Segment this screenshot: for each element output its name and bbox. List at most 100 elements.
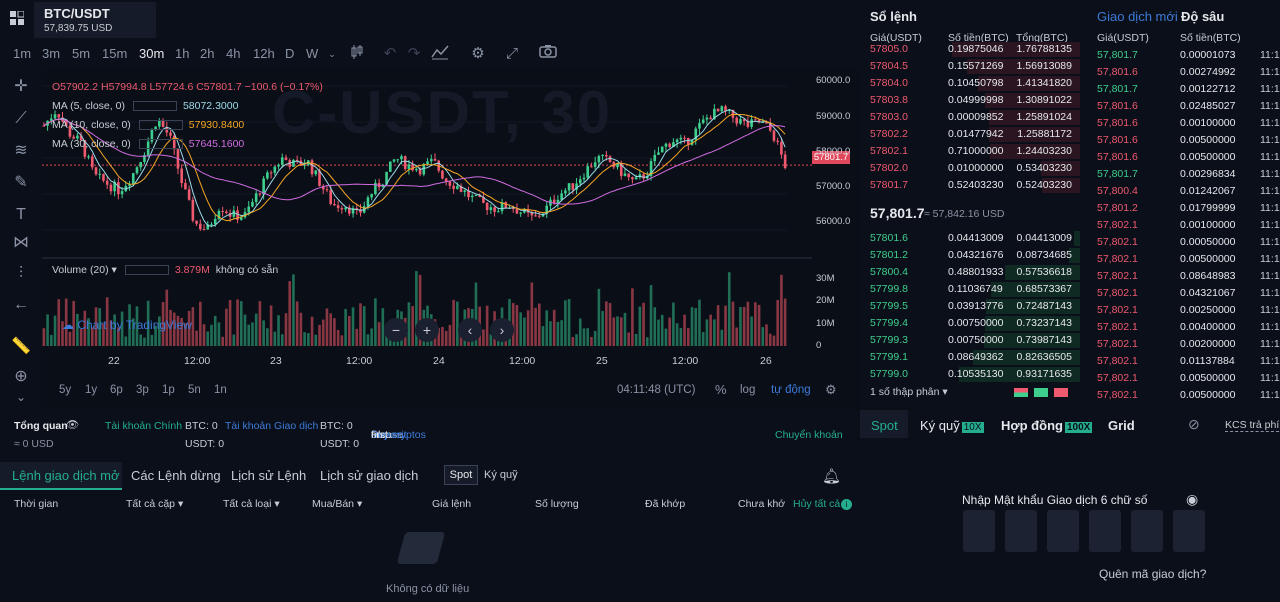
- undo-icon[interactable]: ↶: [383, 45, 397, 62]
- pin-digit-3[interactable]: [1047, 510, 1079, 552]
- measure-icon[interactable]: ⫶: [18, 265, 23, 282]
- tradingview-brand[interactable]: ☁ Chart by TradingView: [62, 318, 192, 332]
- info-icon[interactable]: i: [841, 499, 852, 510]
- pin-digit-4[interactable]: [1089, 510, 1121, 552]
- tab-stop-orders[interactable]: Các Lệnh dừng: [131, 468, 221, 483]
- redo-icon[interactable]: ↷: [407, 45, 421, 62]
- range-5y[interactable]: 5y: [59, 384, 72, 396]
- grid-menu-icon[interactable]: [10, 10, 25, 25]
- timeframe-15m[interactable]: 15m: [102, 46, 128, 61]
- view-both-icon[interactable]: [1014, 388, 1028, 397]
- bid-row[interactable]: 57800.4 0.48801933 0.57536618: [860, 264, 1080, 281]
- range-6p[interactable]: 6p: [110, 384, 123, 396]
- pin-digit-2[interactable]: [1005, 510, 1037, 552]
- tab-grid[interactable]: Grid: [1108, 418, 1135, 433]
- price-chart[interactable]: C-USDT, 30 57801.7 O57902.2 H57994.8 L57…: [42, 68, 858, 408]
- pattern-icon[interactable]: ⋈: [13, 234, 29, 251]
- legend-actions[interactable]: [138, 120, 183, 131]
- tab-recent-trades[interactable]: Giao dịch mới: [1097, 9, 1178, 24]
- timeframe-w[interactable]: W: [306, 46, 319, 61]
- tab-order-history[interactable]: Lịch sử Lệnh: [231, 468, 307, 483]
- main-account-link[interactable]: Tài khoản Chính: [105, 420, 183, 432]
- zoom-icon[interactable]: ⊕: [14, 368, 28, 385]
- percent-toggle[interactable]: %: [715, 382, 727, 397]
- trendline-icon[interactable]: ⟋: [15, 110, 27, 127]
- pin-digit-6[interactable]: [1173, 510, 1205, 552]
- precision-select[interactable]: 1 số thập phân ▾: [870, 386, 948, 398]
- col-type-filter[interactable]: Tất cả loại ▾: [223, 498, 280, 510]
- pair-selector[interactable]: BTC/USDT 57,839.75 USD: [34, 2, 156, 38]
- ask-row[interactable]: 57803.0 0.00009852 1.25891024: [860, 109, 1080, 126]
- timeframe-4h[interactable]: 4h: [226, 46, 241, 61]
- timeframe-12h[interactable]: 12h: [253, 46, 275, 61]
- fib-icon[interactable]: ≋: [14, 142, 28, 159]
- zoom-out-button[interactable]: −: [384, 318, 408, 342]
- eye-slash-icon[interactable]: ◉: [1186, 491, 1199, 507]
- eye-icon[interactable]: 👁: [66, 419, 80, 431]
- timeframe-d[interactable]: D: [285, 46, 295, 61]
- range-3p[interactable]: 3p: [136, 384, 149, 396]
- timeframe-2h[interactable]: 2h: [200, 46, 215, 61]
- tab-depth[interactable]: Độ sâu: [1181, 9, 1225, 24]
- timeframe-1m[interactable]: 1m: [13, 46, 32, 61]
- brush-icon[interactable]: ✎: [14, 174, 28, 191]
- buy-crypto-link[interactable]: Buy cryptos: [371, 429, 426, 441]
- scroll-right-button[interactable]: ›: [490, 318, 514, 342]
- candle-type-icon[interactable]: [347, 44, 367, 64]
- range-1y[interactable]: 1y: [85, 384, 98, 396]
- bid-row[interactable]: 57799.1 0.08649362 0.82636505: [860, 349, 1080, 366]
- subtab-spot[interactable]: Spot: [444, 465, 478, 485]
- ask-row[interactable]: 57801.7 0.52403230 0.52403230: [860, 177, 1080, 194]
- timeframe-3m[interactable]: 3m: [42, 46, 61, 61]
- fullscreen-icon[interactable]: ⤢: [505, 45, 518, 62]
- timeframe-30m[interactable]: 30m: [139, 46, 165, 61]
- kcs-fee-label[interactable]: KCS trả phí: [1225, 419, 1280, 432]
- ruler-icon[interactable]: 📏: [11, 338, 31, 355]
- pin-digit-1[interactable]: [963, 510, 995, 552]
- ask-row[interactable]: 57804.5 0.15571269 1.56913089: [860, 58, 1080, 75]
- ask-row[interactable]: 57802.1 0.71000000 1.24403230: [860, 143, 1080, 160]
- timeframe-1h[interactable]: 1h: [175, 46, 190, 61]
- tab-open-orders[interactable]: Lệnh giao dịch mở: [12, 468, 120, 483]
- ask-row[interactable]: 57802.2 0.01477942 1.25881172: [860, 126, 1080, 143]
- gear-icon[interactable]: ⚙: [825, 382, 837, 397]
- subtab-margin[interactable]: Ký quỹ: [484, 469, 518, 481]
- ask-row[interactable]: 57802.0 0.01000000 0.53403230: [860, 160, 1080, 177]
- range-1n[interactable]: 1n: [214, 384, 227, 396]
- indicators-icon[interactable]: [430, 44, 450, 64]
- timeframe-5m[interactable]: 5m: [72, 46, 91, 61]
- chevron-down-icon[interactable]: ⌄: [15, 390, 27, 404]
- camera-icon[interactable]: [538, 44, 558, 64]
- log-toggle[interactable]: log: [740, 384, 756, 396]
- ask-row[interactable]: 57804.0 0.10450798 1.41341820: [860, 75, 1080, 92]
- zoom-in-button[interactable]: +: [415, 318, 439, 342]
- transfer-link[interactable]: Chuyển khoản: [775, 429, 843, 441]
- tab-trade-history[interactable]: Lịch sử giao dịch: [320, 468, 419, 483]
- bid-row[interactable]: 57801.6 0.04413009 0.04413009: [860, 230, 1080, 247]
- chevron-down-icon[interactable]: ⌄: [328, 49, 336, 59]
- legend-actions[interactable]: [132, 101, 177, 112]
- forgot-pin-link[interactable]: Quên mã giao dịch?: [1099, 567, 1207, 581]
- crosshair-icon[interactable]: ✛: [14, 78, 28, 95]
- ask-row[interactable]: 57805.0 0.19875046 1.76788135: [860, 41, 1080, 58]
- deposit-link[interactable]: Deposit: [371, 429, 407, 441]
- bid-row[interactable]: 57799.5 0.03913776 0.72487143: [860, 298, 1080, 315]
- tab-margin[interactable]: Ký quỹ 10X: [920, 418, 984, 433]
- auto-toggle[interactable]: tự động: [771, 384, 811, 396]
- col-pair-filter[interactable]: Tất cả cặp ▾: [126, 498, 184, 510]
- tab-futures[interactable]: Hợp đồng 100X: [1001, 418, 1093, 433]
- cancel-all-button[interactable]: Hủy tất cả: [793, 498, 841, 510]
- fee-calc-icon[interactable]: ⊘: [1188, 416, 1200, 432]
- bid-row[interactable]: 57799.4 0.00750000 0.73237143: [860, 315, 1080, 332]
- bell-icon[interactable]: 🔔︎: [822, 468, 842, 485]
- trade-account-link[interactable]: Tài khoản Giao dịch: [225, 420, 319, 432]
- scroll-left-button[interactable]: ‹: [458, 318, 482, 342]
- view-bids-icon[interactable]: [1034, 388, 1048, 397]
- range-5n[interactable]: 5n: [188, 384, 201, 396]
- legend-actions[interactable]: [124, 265, 169, 276]
- back-arrow-icon[interactable]: ←: [13, 296, 29, 313]
- legend-actions[interactable]: [138, 139, 183, 150]
- bid-row[interactable]: 57801.2 0.04321676 0.08734685: [860, 247, 1080, 264]
- bid-row[interactable]: 57799.0 0.10535130 0.93171635: [860, 366, 1080, 383]
- pin-digit-5[interactable]: [1131, 510, 1163, 552]
